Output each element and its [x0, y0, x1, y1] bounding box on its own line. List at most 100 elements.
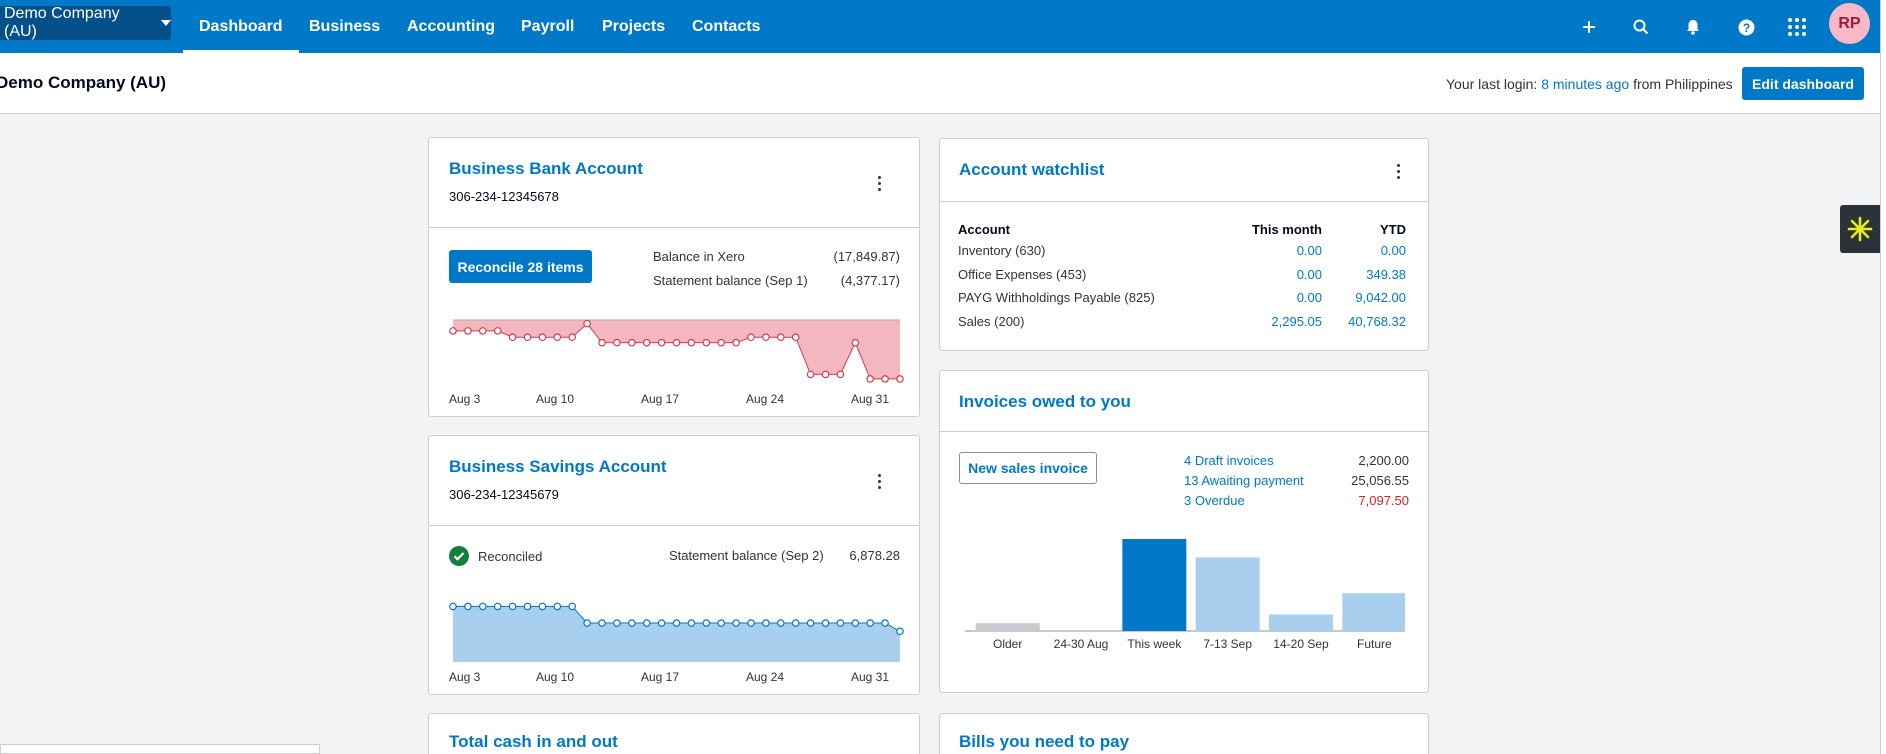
avatar[interactable]: RP: [1829, 3, 1870, 44]
data-point: [776, 333, 785, 342]
draft-invoices-link[interactable]: 4 Draft invoices: [1184, 453, 1274, 468]
bottom-panel: [0, 744, 320, 754]
invoices-owed-title[interactable]: Invoices owed to you: [959, 392, 1131, 411]
org-switcher-button[interactable]: Demo Company (AU): [0, 5, 171, 40]
search-icon[interactable]: [1626, 12, 1656, 42]
col-ytd: YTD: [1380, 221, 1406, 237]
edit-dashboard-button[interactable]: Edit dashboard: [1742, 67, 1864, 100]
data-point: [523, 333, 532, 342]
data-point: [821, 370, 830, 379]
x-tick: Aug 31: [851, 670, 890, 684]
x-tick: Aug 10: [536, 670, 575, 684]
data-point: [598, 338, 606, 347]
invoices-owed-card: Invoices owed to you New sales invoice 4…: [939, 370, 1429, 693]
ytd-value[interactable]: 40,768.32: [1348, 313, 1406, 329]
reconcile-button[interactable]: Reconcile 28 items: [449, 250, 592, 283]
this-month-value[interactable]: 0.00: [1296, 290, 1322, 306]
total-cash-title[interactable]: Total cash in and out: [449, 732, 618, 751]
data-point: [836, 370, 845, 379]
statement-balance-label: Statement balance (Sep 2): [669, 548, 824, 563]
data-point: [702, 338, 711, 347]
support-widget-button[interactable]: [1840, 205, 1880, 253]
caret-down-icon: [161, 20, 171, 26]
ytd-value[interactable]: 349.38: [1366, 266, 1406, 282]
bank-account-card: Business Bank Account 306-234-12345678 R…: [428, 137, 920, 417]
data-point: [866, 619, 875, 627]
savings-account-number: 306-234-12345679: [449, 487, 559, 502]
x-tick-label: 7-13 Sep: [1203, 637, 1252, 651]
data-point: [672, 338, 681, 347]
awaiting-payment-value: 25,056.55: [1351, 473, 1409, 488]
x-tick: Aug 24: [746, 670, 785, 684]
tab-accounting[interactable]: Accounting: [407, 17, 495, 35]
more-options-icon[interactable]: [869, 471, 889, 491]
bank-account-title[interactable]: Business Bank Account: [449, 159, 643, 178]
more-options-icon[interactable]: [1388, 161, 1408, 181]
plus-icon[interactable]: [1574, 12, 1604, 42]
divider: [429, 525, 919, 526]
tab-business[interactable]: Business: [309, 17, 381, 35]
data-point: [657, 338, 666, 347]
this-month-value[interactable]: 0.00: [1296, 243, 1322, 259]
area-fill: [453, 606, 900, 662]
data-point: [687, 619, 696, 627]
ytd-value[interactable]: 9,042.00: [1355, 290, 1406, 306]
help-icon[interactable]: ?: [1731, 12, 1761, 42]
scrollbar[interactable]: [1880, 0, 1886, 754]
data-point: [776, 619, 785, 627]
data-point: [642, 619, 651, 627]
last-login-location: from Philippines: [1633, 76, 1733, 92]
data-point: [657, 619, 666, 627]
bar: [1342, 593, 1405, 631]
watchlist-table: Account This month YTD Inventory (630) 0…: [958, 219, 1406, 333]
data-point: [538, 602, 547, 611]
apps-grid-icon[interactable]: [1782, 12, 1812, 42]
data-point: [896, 627, 904, 636]
bar: [1269, 614, 1333, 631]
data-point: [613, 338, 621, 347]
data-point: [508, 333, 517, 342]
invoices-owed-chart: Older 24-30 Aug This week 7-13 Sep 14-20 Sep…: [965, 539, 1405, 651]
last-login-prefix: Your last login:: [1446, 76, 1538, 92]
data-point: [568, 333, 577, 342]
data-point: [702, 619, 711, 627]
ytd-value[interactable]: 0.00: [1380, 243, 1406, 259]
bank-balance-chart: [449, 319, 904, 383]
overdue-value: 7,097.50: [1358, 493, 1409, 508]
data-point: [478, 327, 487, 335]
savings-account-title[interactable]: Business Savings Account: [449, 457, 667, 476]
data-point: [538, 333, 547, 342]
data-point: [583, 619, 591, 627]
bills-card: Bills you need to pay: [939, 713, 1429, 754]
data-point: [762, 619, 770, 627]
account-watchlist-card: Account watchlist Account This month YTD…: [939, 138, 1429, 351]
tab-contacts[interactable]: Contacts: [692, 17, 761, 35]
tab-payroll[interactable]: Payroll: [521, 17, 575, 35]
check-circle-icon: [449, 546, 469, 566]
x-tick: Aug 17: [641, 670, 680, 684]
last-login-time-link[interactable]: 8 minutes ago: [1541, 76, 1630, 92]
data-point: [493, 602, 502, 611]
overdue-link[interactable]: 3 Overdue: [1184, 493, 1245, 508]
this-month-value[interactable]: 0.00: [1296, 266, 1322, 282]
x-tick-label: 14-20 Sep: [1273, 637, 1329, 651]
awaiting-payment-link[interactable]: 13 Awaiting payment: [1184, 473, 1304, 488]
tab-dashboard[interactable]: Dashboard: [183, 0, 299, 53]
data-point: [478, 602, 487, 611]
data-point: [836, 619, 845, 627]
savings-balance-chart: [449, 602, 904, 662]
balance-label: Balance in Xero: [653, 249, 745, 264]
bar: [1195, 557, 1260, 631]
x-tick-label: Future: [1357, 637, 1392, 651]
top-navigation: Demo Company (AU) Dashboard Business Acc…: [0, 0, 1880, 53]
tab-projects[interactable]: Projects: [602, 17, 666, 35]
last-login: Your last login: 8 minutes ago from Phil…: [1446, 76, 1733, 92]
bell-icon[interactable]: [1678, 12, 1708, 42]
more-options-icon[interactable]: [869, 173, 889, 193]
new-sales-invoice-button[interactable]: New sales invoice: [959, 452, 1097, 484]
watchlist-title[interactable]: Account watchlist: [959, 160, 1105, 179]
bills-title[interactable]: Bills you need to pay: [959, 732, 1130, 751]
table-row: Sales (200) 2,295.05 40,768.32: [958, 310, 1406, 334]
this-month-value[interactable]: 2,295.05: [1271, 313, 1322, 329]
x-tick: Aug 10: [536, 392, 575, 406]
